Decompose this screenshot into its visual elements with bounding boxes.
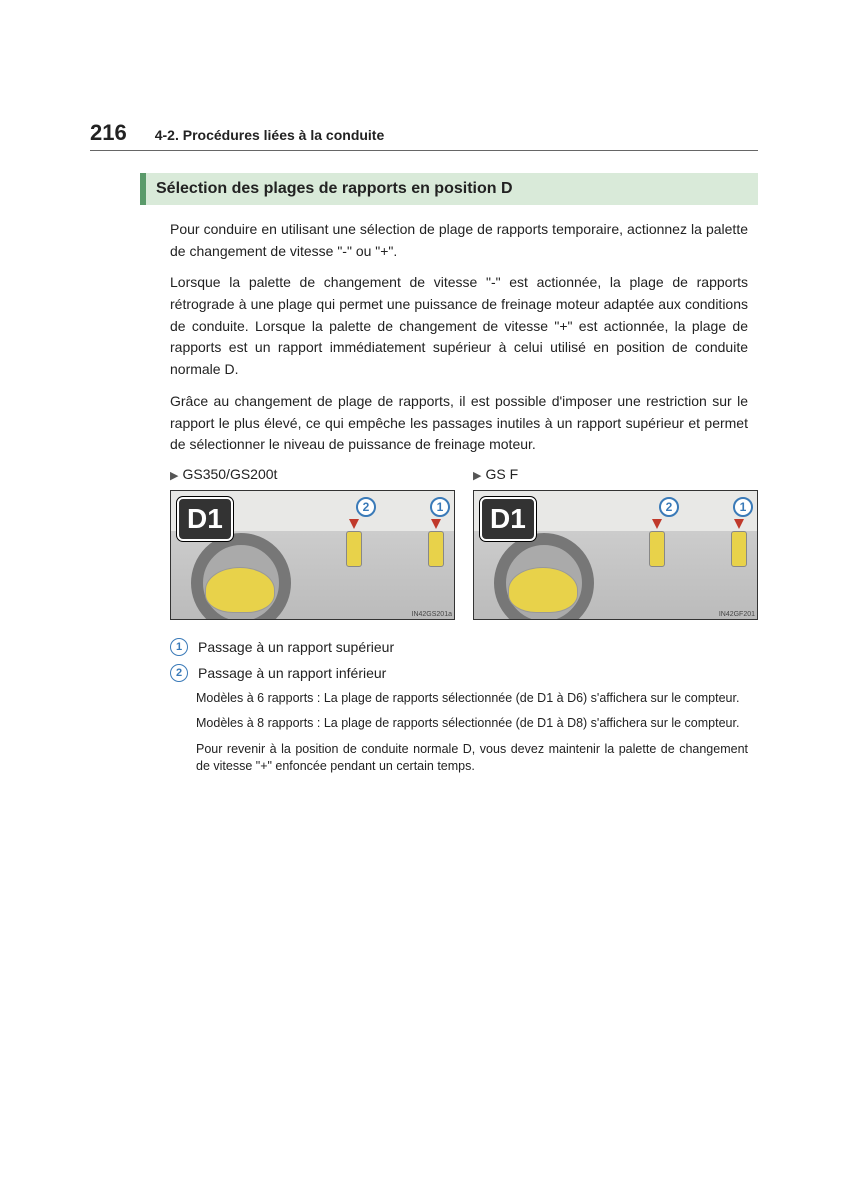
- paragraph: Grâce au changement de plage de rapports…: [170, 391, 748, 456]
- figures-row: ▶ GS350/GS200t D1 2 1 IN42GS201a ▶ GS F: [170, 466, 758, 620]
- callout-1-icon: 1: [430, 497, 450, 517]
- legend-text: Passage à un rapport inférieur: [198, 665, 386, 681]
- legend-number-icon: 1: [170, 638, 188, 656]
- gear-indicator: D1: [480, 497, 536, 541]
- note: Modèles à 6 rapports : La plage de rappo…: [196, 690, 748, 708]
- note: Modèles à 8 rapports : La plage de rappo…: [196, 715, 748, 733]
- triangle-icon: ▶: [473, 470, 481, 482]
- callout-2-icon: 2: [659, 497, 679, 517]
- paragraph: Lorsque la palette de changement de vite…: [170, 272, 748, 380]
- callout-1-icon: 1: [733, 497, 753, 517]
- legend-text: Passage à un rapport supérieur: [198, 639, 394, 655]
- figure-title: GS350/GS200t: [182, 466, 277, 482]
- triangle-icon: ▶: [170, 470, 178, 482]
- figure-title: GS F: [485, 466, 518, 482]
- figure-image: D1 2 1 IN42GF201: [473, 490, 758, 620]
- figure-id: IN42GS201a: [412, 611, 452, 618]
- callout-2-icon: 2: [356, 497, 376, 517]
- section-path: 4-2. Procédures liées à la conduite: [155, 127, 385, 143]
- note: Pour revenir à la position de conduite n…: [196, 741, 748, 776]
- figure-id: IN42GF201: [719, 611, 755, 618]
- page-number: 216: [90, 120, 127, 146]
- legend-number-icon: 2: [170, 664, 188, 682]
- figure: ▶ GS F D1 2 1 IN42GF201: [473, 466, 758, 620]
- legend-item: 2 Passage à un rapport inférieur: [170, 664, 758, 682]
- figure: ▶ GS350/GS200t D1 2 1 IN42GS201a: [170, 466, 455, 620]
- figure-image: D1 2 1 IN42GS201a: [170, 490, 455, 620]
- gear-indicator: D1: [177, 497, 233, 541]
- paragraph: Pour conduire en utilisant une sélection…: [170, 219, 748, 262]
- page-header: 216 4-2. Procédures liées à la conduite: [90, 120, 758, 151]
- legend-item: 1 Passage à un rapport supérieur: [170, 638, 758, 656]
- section-heading: Sélection des plages de rapports en posi…: [140, 173, 758, 205]
